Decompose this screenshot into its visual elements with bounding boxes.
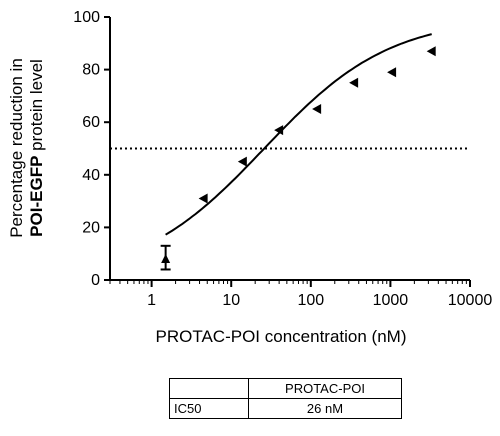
data-point bbox=[274, 125, 284, 136]
y-tick-label: 80 bbox=[82, 62, 100, 79]
data-point bbox=[237, 156, 247, 167]
data-point bbox=[161, 253, 171, 263]
y-axis-title-bold: POI-EGFP bbox=[27, 156, 46, 237]
y-tick-label: 0 bbox=[91, 272, 100, 289]
y-tick-label: 100 bbox=[73, 9, 100, 26]
x-tick-label: 100 bbox=[297, 292, 324, 309]
data-marks bbox=[110, 33, 470, 271]
ic50-header-empty bbox=[169, 378, 249, 399]
y-axis-title-line2: POI-EGFP protein level bbox=[27, 59, 46, 237]
data-point bbox=[426, 46, 436, 57]
data-point bbox=[198, 193, 208, 204]
fit-curve bbox=[165, 33, 432, 236]
x-tick-label: 1000 bbox=[373, 292, 409, 309]
x-tick-label: 10000 bbox=[448, 292, 493, 309]
ic50-table: PROTAC-POI IC50 26 nM bbox=[169, 378, 402, 419]
y-tick-label: 40 bbox=[82, 167, 100, 184]
y-axis-title-rest: protein level bbox=[27, 59, 46, 155]
y-tick-label: 60 bbox=[82, 114, 100, 131]
x-tick-label: 10 bbox=[222, 292, 240, 309]
data-point bbox=[312, 104, 322, 115]
ic50-table-row: IC50 26 nM bbox=[169, 398, 402, 419]
x-axis-title: PROTAC-POI concentration (nM) bbox=[156, 327, 407, 346]
ic50-row-label: IC50 bbox=[169, 398, 249, 419]
ic50-table-header: PROTAC-POI bbox=[169, 378, 402, 399]
ic50-row-value: 26 nM bbox=[248, 398, 402, 419]
y-axis-title: Percentage reduction in bbox=[7, 58, 26, 238]
ic50-header-compound: PROTAC-POI bbox=[248, 378, 402, 399]
data-point bbox=[387, 67, 397, 78]
data-point bbox=[349, 77, 359, 88]
x-tick-label: 1 bbox=[147, 292, 156, 309]
ticks: 0 20 40 60 80 100 1 10 100 1000 10000 bbox=[73, 9, 492, 309]
y-tick-label: 20 bbox=[82, 219, 100, 236]
